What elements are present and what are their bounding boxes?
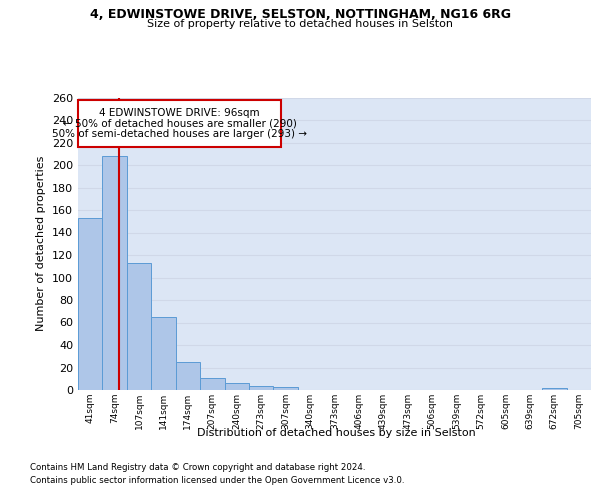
- Text: Contains HM Land Registry data © Crown copyright and database right 2024.: Contains HM Land Registry data © Crown c…: [30, 462, 365, 471]
- Bar: [542, 388, 566, 390]
- Text: ← 50% of detached houses are smaller (290): ← 50% of detached houses are smaller (29…: [62, 118, 296, 128]
- Text: 4 EDWINSTOWE DRIVE: 96sqm: 4 EDWINSTOWE DRIVE: 96sqm: [100, 108, 260, 118]
- FancyBboxPatch shape: [79, 100, 281, 147]
- Text: Size of property relative to detached houses in Selston: Size of property relative to detached ho…: [147, 19, 453, 29]
- Text: 50% of semi-detached houses are larger (293) →: 50% of semi-detached houses are larger (…: [52, 129, 307, 139]
- Bar: [249, 386, 274, 390]
- Bar: [127, 263, 151, 390]
- Bar: [274, 386, 298, 390]
- Text: 4, EDWINSTOWE DRIVE, SELSTON, NOTTINGHAM, NG16 6RG: 4, EDWINSTOWE DRIVE, SELSTON, NOTTINGHAM…: [89, 8, 511, 20]
- Y-axis label: Number of detached properties: Number of detached properties: [37, 156, 46, 332]
- Bar: [176, 362, 200, 390]
- Text: Distribution of detached houses by size in Selston: Distribution of detached houses by size …: [197, 428, 475, 438]
- Bar: [200, 378, 224, 390]
- Bar: [78, 218, 103, 390]
- Text: Contains public sector information licensed under the Open Government Licence v3: Contains public sector information licen…: [30, 476, 404, 485]
- Bar: [103, 156, 127, 390]
- Bar: [224, 383, 249, 390]
- Bar: [151, 317, 176, 390]
